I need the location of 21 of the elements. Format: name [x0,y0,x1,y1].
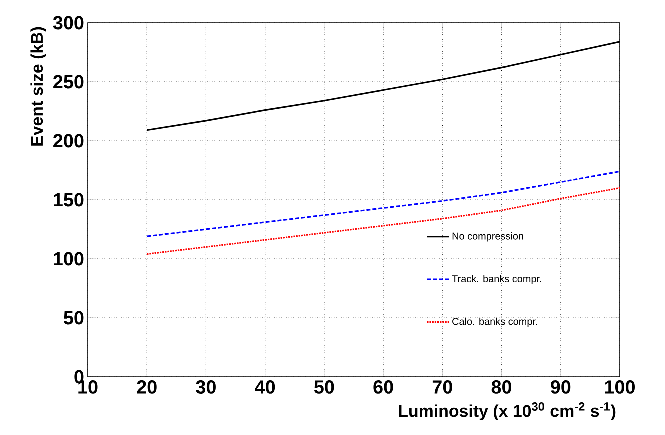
x-tick-label: 30 [196,380,216,394]
line-series [146,187,620,256]
y-tick-label: 200 [54,134,84,148]
x-tick-label: 70 [432,380,452,394]
x-axis-title: Luminosity (x 10$^{30}$ cm$^{-2}$ s$^{-1}$) [399,402,616,421]
x-tick-label: 80 [492,380,512,394]
x-tick-label: 40 [255,380,276,394]
y-tick-label: 300 [53,16,84,30]
x-tick-label: 100 [605,380,636,394]
legend-label: Track. banks compr. [452,275,542,284]
x-tick-label: 90 [551,380,571,394]
y-tick-label: 250 [54,75,84,89]
x-tick-label: 60 [374,380,394,394]
y-tick-label: 100 [54,252,84,266]
legend-label: No compression [452,232,524,242]
y-tick-label: 50 [64,311,84,325]
x-tick-label: 50 [314,380,334,394]
x-tick-label: 20 [137,380,157,394]
y-tick-label: 150 [54,193,84,207]
legend-label: Calo. banks compr. [452,318,538,328]
y-axis-title: Event size (kB) [30,27,46,146]
